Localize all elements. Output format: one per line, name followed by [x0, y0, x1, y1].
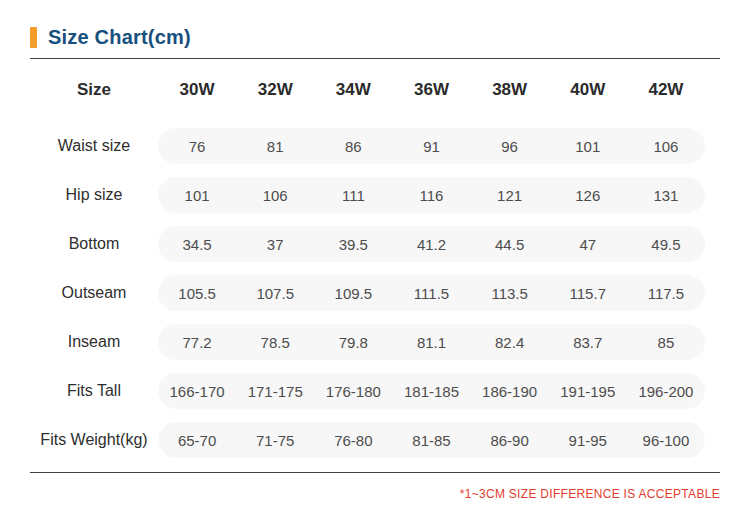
table-body: Waist size7681869196101106Hip size101106… [30, 128, 720, 458]
row-label: Fits Tall [30, 382, 158, 400]
value-cell: 34.5 [158, 236, 236, 253]
row-values-pill: 77.278.579.881.182.483.785 [158, 324, 705, 360]
value-cell: 81-85 [392, 432, 470, 449]
value-cell: 107.5 [236, 285, 314, 302]
row-values-pill: 65-7071-7576-8081-8586-9091-9596-100 [158, 422, 705, 458]
value-cell: 37 [236, 236, 314, 253]
value-cell: 196-200 [627, 383, 705, 400]
column-header: 36W [392, 80, 470, 100]
header-size-label: Size [30, 80, 158, 100]
value-cell: 186-190 [471, 383, 549, 400]
column-header: 32W [236, 80, 314, 100]
value-cell: 41.2 [392, 236, 470, 253]
footer-note: *1~3CM SIZE DIFFERENCE IS ACCEPTABLE [30, 487, 720, 501]
value-cell: 117.5 [627, 285, 705, 302]
row-values-pill: 101106111116121126131 [158, 177, 705, 213]
table-row: Hip size101106111116121126131 [30, 177, 720, 213]
page-title: Size Chart(cm) [48, 26, 191, 49]
value-cell: 115.7 [549, 285, 627, 302]
table-row: Inseam77.278.579.881.182.483.785 [30, 324, 720, 360]
accent-bar-icon [30, 27, 37, 48]
value-cell: 91 [392, 138, 470, 155]
value-cell: 86-90 [471, 432, 549, 449]
value-cell: 82.4 [471, 334, 549, 351]
column-header: 38W [471, 80, 549, 100]
header-cells: 30W32W34W36W38W40W42W [158, 72, 705, 108]
value-cell: 86 [314, 138, 392, 155]
table-row: Fits Weight(kg)65-7071-7576-8081-8586-90… [30, 422, 720, 458]
value-cell: 101 [158, 187, 236, 204]
row-label: Outseam [30, 284, 158, 302]
value-cell: 78.5 [236, 334, 314, 351]
value-cell: 181-185 [392, 383, 470, 400]
value-cell: 111 [314, 187, 392, 204]
value-cell: 91-95 [549, 432, 627, 449]
column-header: 34W [314, 80, 392, 100]
value-cell: 121 [471, 187, 549, 204]
table-row: Waist size7681869196101106 [30, 128, 720, 164]
column-header: 42W [627, 80, 705, 100]
value-cell: 77.2 [158, 334, 236, 351]
value-cell: 81.1 [392, 334, 470, 351]
size-chart-table: Size 30W32W34W36W38W40W42W Waist size768… [30, 59, 720, 458]
value-cell: 105.5 [158, 285, 236, 302]
row-label: Inseam [30, 333, 158, 351]
value-cell: 65-70 [158, 432, 236, 449]
value-cell: 76 [158, 138, 236, 155]
value-cell: 131 [627, 187, 705, 204]
value-cell: 106 [627, 138, 705, 155]
value-cell: 49.5 [627, 236, 705, 253]
row-label: Waist size [30, 137, 158, 155]
column-header: 30W [158, 80, 236, 100]
value-cell: 116 [392, 187, 470, 204]
row-label: Bottom [30, 235, 158, 253]
table-row: Fits Tall166-170171-175176-180181-185186… [30, 373, 720, 409]
row-values-pill: 105.5107.5109.5111.5113.5115.7117.5 [158, 275, 705, 311]
value-cell: 113.5 [471, 285, 549, 302]
value-cell: 171-175 [236, 383, 314, 400]
size-chart-page: Size Chart(cm) Size 30W32W34W36W38W40W42… [0, 0, 750, 528]
title-row: Size Chart(cm) [30, 22, 720, 52]
value-cell: 79.8 [314, 334, 392, 351]
value-cell: 126 [549, 187, 627, 204]
value-cell: 176-180 [314, 383, 392, 400]
value-cell: 71-75 [236, 432, 314, 449]
value-cell: 96-100 [627, 432, 705, 449]
value-cell: 191-195 [549, 383, 627, 400]
value-cell: 166-170 [158, 383, 236, 400]
value-cell: 47 [549, 236, 627, 253]
value-cell: 101 [549, 138, 627, 155]
row-values-pill: 7681869196101106 [158, 128, 705, 164]
row-values-pill: 34.53739.541.244.54749.5 [158, 226, 705, 262]
row-label: Fits Weight(kg) [30, 431, 158, 449]
value-cell: 81 [236, 138, 314, 155]
value-cell: 96 [471, 138, 549, 155]
value-cell: 44.5 [471, 236, 549, 253]
row-values-pill: 166-170171-175176-180181-185186-190191-1… [158, 373, 705, 409]
value-cell: 111.5 [392, 285, 470, 302]
value-cell: 109.5 [314, 285, 392, 302]
table-header-row: Size 30W32W34W36W38W40W42W [30, 59, 720, 121]
column-header: 40W [549, 80, 627, 100]
value-cell: 83.7 [549, 334, 627, 351]
value-cell: 39.5 [314, 236, 392, 253]
row-label: Hip size [30, 186, 158, 204]
value-cell: 76-80 [314, 432, 392, 449]
value-cell: 85 [627, 334, 705, 351]
table-row: Outseam105.5107.5109.5111.5113.5115.7117… [30, 275, 720, 311]
bottom-divider [30, 472, 720, 473]
value-cell: 106 [236, 187, 314, 204]
table-row: Bottom34.53739.541.244.54749.5 [30, 226, 720, 262]
